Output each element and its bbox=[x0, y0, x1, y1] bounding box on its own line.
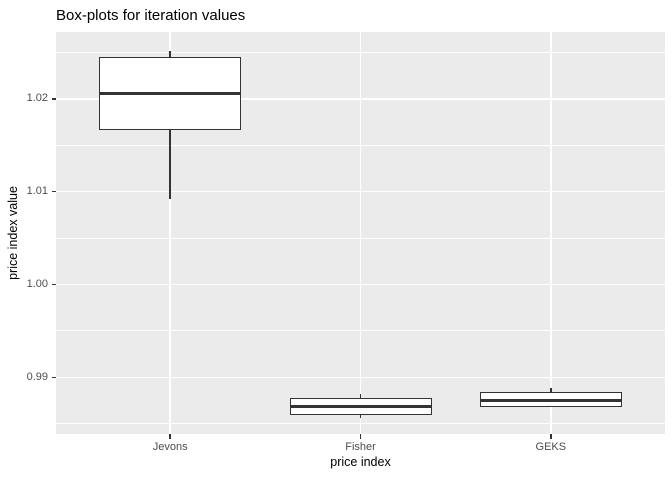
x-tick-mark bbox=[169, 434, 171, 439]
whisker-lower bbox=[169, 130, 171, 200]
gridline-major-v bbox=[550, 32, 552, 434]
x-tick-label-geks: GEKS bbox=[535, 441, 567, 453]
chart-title: Box-plots for iteration values bbox=[56, 7, 246, 24]
x-tick-mark bbox=[550, 434, 552, 439]
whisker-lower bbox=[359, 415, 362, 419]
whisker-upper bbox=[169, 50, 171, 58]
whisker-upper bbox=[359, 394, 362, 398]
y-axis-title: price index value bbox=[6, 186, 20, 280]
x-axis-title: price index bbox=[330, 455, 391, 469]
x-tick-label-jevons: Jevons bbox=[152, 441, 188, 453]
median-line bbox=[289, 404, 432, 408]
gridline-major-v bbox=[359, 32, 362, 434]
median-line bbox=[479, 399, 622, 403]
y-tick-label: 1.00 bbox=[26, 278, 48, 291]
x-tick-mark bbox=[359, 434, 362, 439]
median-line bbox=[99, 91, 242, 95]
y-tick-label: 1.02 bbox=[26, 92, 48, 105]
plot-panel bbox=[56, 32, 665, 434]
whisker-upper bbox=[550, 387, 552, 393]
x-tick-label-fisher: Fisher bbox=[345, 441, 376, 453]
gridline-major-v bbox=[169, 32, 171, 434]
y-tick-label: 0.99 bbox=[26, 370, 48, 383]
